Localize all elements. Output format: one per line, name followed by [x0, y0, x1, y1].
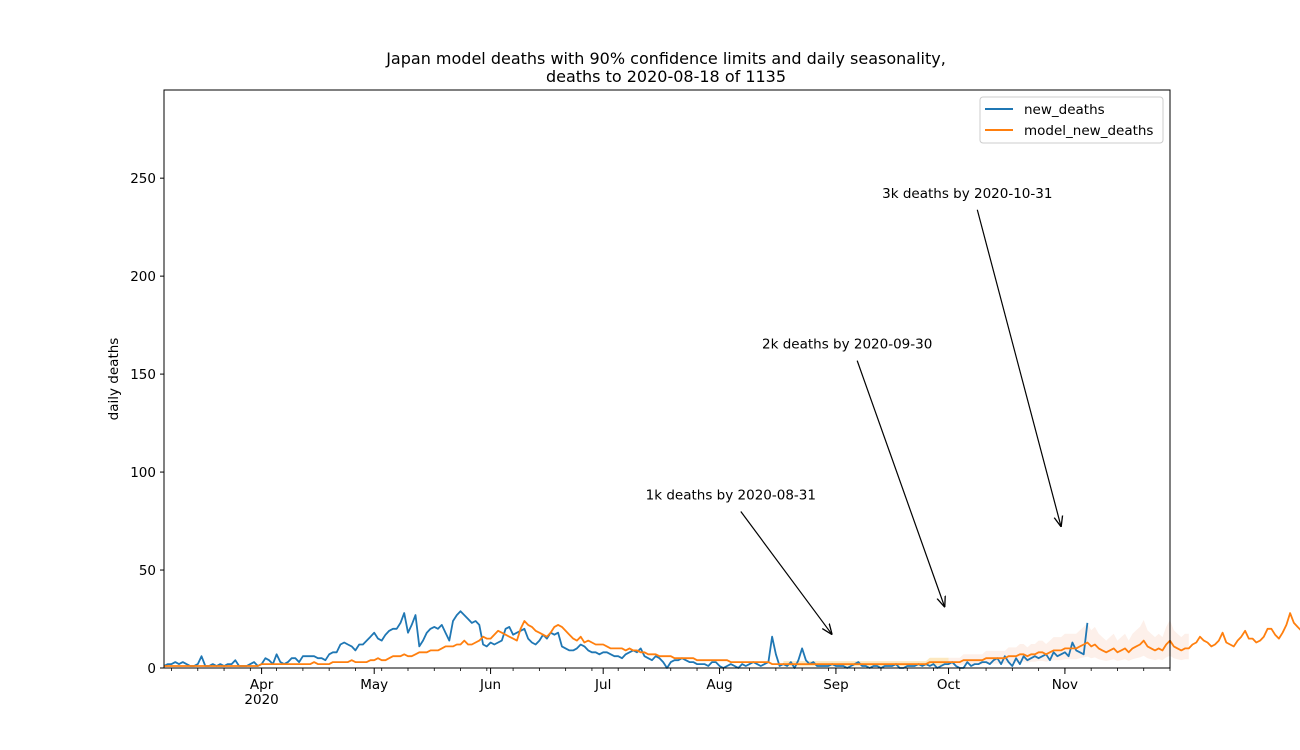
x-tick-label: Jun — [479, 677, 501, 693]
x-tick-label: Nov — [1052, 677, 1078, 693]
annotation-layer: 1k deaths by 2020-08-31 2k deaths by 2020… — [646, 186, 1061, 635]
annotation-arrow — [740, 511, 832, 634]
chart-title-line1: Japan model deaths with 90% confidence l… — [385, 49, 946, 68]
plot-frame — [163, 89, 1171, 669]
annotation-label: 3k deaths by 2020-10-31 — [882, 186, 1052, 202]
y-tick-label: 200 — [130, 269, 156, 285]
x-tick-label: Jul — [594, 677, 611, 693]
x-tick-label: Oct — [937, 677, 960, 693]
series-line-new-deaths — [163, 610, 1089, 669]
annotation-arrow — [976, 209, 1061, 527]
x-tick-label: Apr — [250, 677, 274, 693]
series-line-model-new-deaths — [164, 612, 1300, 667]
x-tick-sublabel: 2020 — [244, 692, 278, 708]
x-tick-label: Aug — [706, 677, 732, 693]
y-tick-label: 50 — [139, 563, 156, 579]
y-tick-label: 0 — [147, 661, 156, 677]
x-tick-label: May — [360, 677, 388, 693]
legend-label-new-deaths: new_deaths — [1024, 102, 1105, 118]
legend-box — [979, 96, 1164, 144]
y-tick-label: 150 — [130, 367, 156, 383]
y-tick-label: 250 — [130, 171, 156, 187]
series-layer — [163, 610, 1300, 669]
chart-title-line2: deaths to 2020-08-18 of 1135 — [546, 67, 786, 86]
y-tick-label: 100 — [130, 465, 156, 481]
annotation-arrow — [856, 360, 945, 608]
annotation-label: 2k deaths by 2020-09-30 — [762, 337, 932, 353]
x-tick-label: Sep — [823, 677, 848, 693]
legend: new_deaths model_new_deaths — [979, 96, 1164, 144]
confidence-band-far — [948, 620, 1189, 666]
legend-label-model-new-deaths: model_new_deaths — [1024, 123, 1153, 139]
y-axis: 0 50 100 150 200 250 — [130, 171, 164, 677]
annotation-label: 1k deaths by 2020-08-31 — [646, 487, 816, 503]
y-axis-label: daily deaths — [106, 338, 122, 421]
confidence-band — [783, 620, 1189, 667]
